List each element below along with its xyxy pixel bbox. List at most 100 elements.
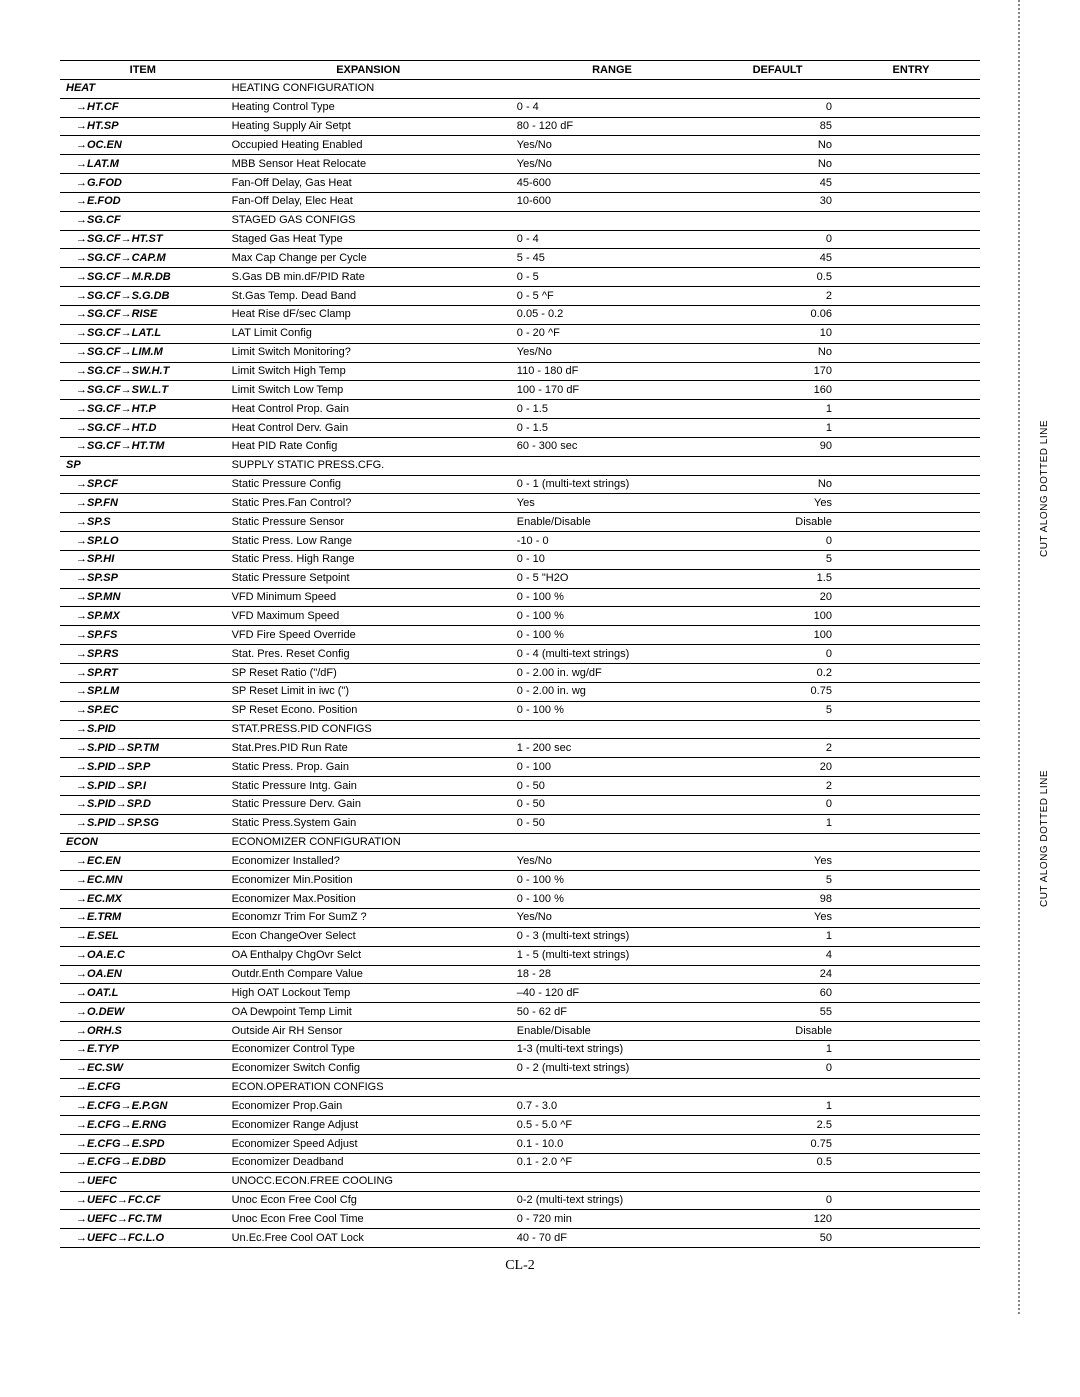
cell-item: →SP.EC <box>60 701 226 720</box>
cell-expansion: STAGED GAS CONFIGS <box>226 211 511 230</box>
cell-range: 0 - 2.00 in. wg/dF <box>511 664 713 683</box>
cell-range: 0 - 5 <box>511 268 713 287</box>
cell-range: 0 - 5 "H2O <box>511 569 713 588</box>
cell-range: 0 - 100 % <box>511 871 713 890</box>
cell-range: 1-3 (multi-text strings) <box>511 1040 713 1059</box>
cell-range: 1 - 200 sec <box>511 739 713 758</box>
cell-expansion: Static Pressure Config <box>226 475 511 494</box>
cell-entry <box>842 305 980 324</box>
cell-expansion: Fan-Off Delay, Gas Heat <box>226 174 511 193</box>
cell-default: 20 <box>713 758 842 777</box>
cell-entry <box>842 117 980 136</box>
table-row: →SP.LOStatic Press. Low Range-10 - 00 <box>60 532 980 551</box>
cell-default: 24 <box>713 965 842 984</box>
table-row: →E.CFG→E.SPDEconomizer Speed Adjust0.1 -… <box>60 1135 980 1154</box>
cell-range: 0 - 720 min <box>511 1210 713 1229</box>
cell-item: →SG.CF→HT.P <box>60 400 226 419</box>
cell-range: 0 - 4 <box>511 230 713 249</box>
table-row: →EC.SWEconomizer Switch Config0 - 2 (mul… <box>60 1059 980 1078</box>
cell-entry <box>842 795 980 814</box>
cell-entry <box>842 890 980 909</box>
cell-expansion: Limit Switch Monitoring? <box>226 343 511 362</box>
cell-item: ECON <box>60 833 226 852</box>
cell-default: 60 <box>713 984 842 1003</box>
cell-expansion: Economizer Max.Position <box>226 890 511 909</box>
cell-default: 0.75 <box>713 1135 842 1154</box>
cell-entry <box>842 1040 980 1059</box>
cell-entry <box>842 494 980 513</box>
table-row: →SG.CF→M.R.DBS.Gas DB min.dF/PID Rate0 -… <box>60 268 980 287</box>
cell-expansion: Unoc Econ Free Cool Time <box>226 1210 511 1229</box>
cell-item: →S.PID→SP.SG <box>60 814 226 833</box>
cell-item: →SG.CF→HT.D <box>60 419 226 438</box>
cell-entry <box>842 343 980 362</box>
cell-item: →SG.CF <box>60 211 226 230</box>
cell-entry <box>842 419 980 438</box>
table-row: →SP.CFStatic Pressure Config0 - 1 (multi… <box>60 475 980 494</box>
cell-range: 0.5 - 5.0 ^F <box>511 1116 713 1135</box>
cell-entry <box>842 927 980 946</box>
cell-range <box>511 79 713 98</box>
table-row: →UEFC→FC.CFUnoc Econ Free Cool Cfg0-2 (m… <box>60 1191 980 1210</box>
table-row: →SP.FNStatic Pres.Fan Control?YesYes <box>60 494 980 513</box>
cell-default <box>713 833 842 852</box>
cell-entry <box>842 550 980 569</box>
cell-default <box>713 79 842 98</box>
cell-entry <box>842 645 980 664</box>
cut-line <box>1018 0 1020 1314</box>
cell-item: HEAT <box>60 79 226 98</box>
cell-default: 10 <box>713 324 842 343</box>
cell-expansion: Economizer Prop.Gain <box>226 1097 511 1116</box>
cell-item: →SG.CF→HT.TM <box>60 437 226 456</box>
cell-default: 0.2 <box>713 664 842 683</box>
cell-expansion: Econ ChangeOver Select <box>226 927 511 946</box>
cell-range: 0 - 50 <box>511 814 713 833</box>
cell-range <box>511 833 713 852</box>
cell-range: 0 - 50 <box>511 777 713 796</box>
cell-default: 1 <box>713 1097 842 1116</box>
table-row: →SP.FSVFD Fire Speed Override0 - 100 %10… <box>60 626 980 645</box>
cell-expansion: Economizer Deadband <box>226 1153 511 1172</box>
cell-entry <box>842 155 980 174</box>
cell-range: –40 - 120 dF <box>511 984 713 1003</box>
cell-item: →S.PID→SP.D <box>60 795 226 814</box>
cell-range: 0 - 1.5 <box>511 400 713 419</box>
cell-default: Disable <box>713 513 842 532</box>
cell-entry <box>842 268 980 287</box>
cell-range: Enable/Disable <box>511 1022 713 1041</box>
cell-default: No <box>713 343 842 362</box>
cell-default: 100 <box>713 626 842 645</box>
table-row: →SP.SStatic Pressure SensorEnable/Disabl… <box>60 513 980 532</box>
cell-expansion: Heat Control Prop. Gain <box>226 400 511 419</box>
cell-expansion: ECONOMIZER CONFIGURATION <box>226 833 511 852</box>
cell-item: →SP.LO <box>60 532 226 551</box>
table-row: →HT.SPHeating Supply Air Setpt80 - 120 d… <box>60 117 980 136</box>
cell-range: Yes/No <box>511 136 713 155</box>
cell-default: 0 <box>713 1059 842 1078</box>
cell-expansion: UNOCC.ECON.FREE COOLING <box>226 1172 511 1191</box>
cell-entry <box>842 1210 980 1229</box>
table-row: →E.TRMEconomzr Trim For SumZ ?Yes/NoYes <box>60 908 980 927</box>
cell-default: No <box>713 475 842 494</box>
table-row: →E.TYPEconomizer Control Type1-3 (multi-… <box>60 1040 980 1059</box>
cell-item: →E.CFG→E.RNG <box>60 1116 226 1135</box>
table-row: →SG.CFSTAGED GAS CONFIGS <box>60 211 980 230</box>
cell-range: 110 - 180 dF <box>511 362 713 381</box>
cell-item: →EC.MN <box>60 871 226 890</box>
cell-item: →UEFC→FC.TM <box>60 1210 226 1229</box>
table-row: →HT.CFHeating Control Type0 - 40 <box>60 98 980 117</box>
cell-entry <box>842 532 980 551</box>
cell-default: 2.5 <box>713 1116 842 1135</box>
cell-range: 1 - 5 (multi-text strings) <box>511 946 713 965</box>
cell-entry <box>842 230 980 249</box>
cell-entry <box>842 1229 980 1248</box>
cell-item: →OC.EN <box>60 136 226 155</box>
cell-default: 0.75 <box>713 682 842 701</box>
cell-expansion: Heating Supply Air Setpt <box>226 117 511 136</box>
table-row: →OC.ENOccupied Heating EnabledYes/NoNo <box>60 136 980 155</box>
cell-default: 0 <box>713 98 842 117</box>
cell-item: →LAT.M <box>60 155 226 174</box>
cell-range: 50 - 62 dF <box>511 1003 713 1022</box>
cell-item: →SP.S <box>60 513 226 532</box>
cell-item: →E.SEL <box>60 927 226 946</box>
